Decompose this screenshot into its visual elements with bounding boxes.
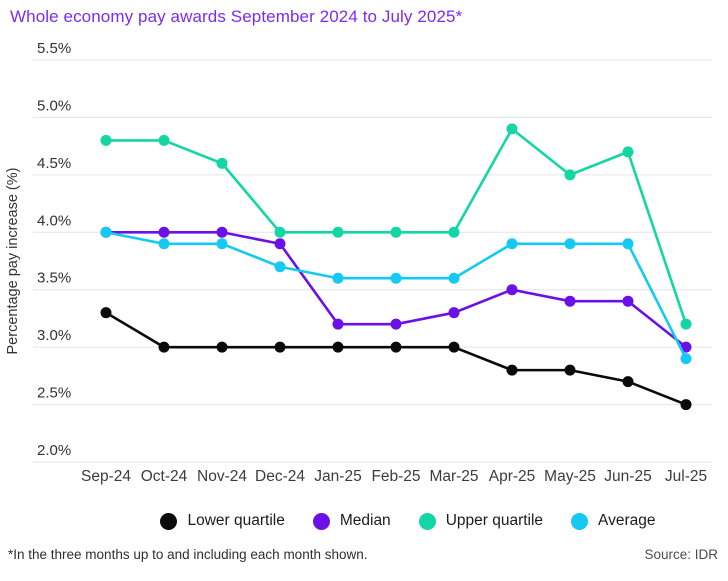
data-point-lower-quartile-7 <box>506 364 518 376</box>
data-point-median-8 <box>564 295 576 307</box>
y-tick-label: 5.0% <box>37 97 71 114</box>
data-point-median-10 <box>680 341 692 353</box>
data-point-upper-quartile-2 <box>216 157 228 169</box>
data-point-upper-quartile-9 <box>622 146 634 158</box>
y-tick-label: 3.0% <box>37 327 71 344</box>
data-point-average-7 <box>506 238 518 250</box>
x-tick-label: Jun-25 <box>604 468 651 485</box>
chart-title: Whole economy pay awards September 2024 … <box>10 7 463 26</box>
y-tick-label: 3.5% <box>37 270 71 287</box>
x-tick-label: Feb-25 <box>371 468 420 485</box>
data-point-upper-quartile-0 <box>100 134 112 146</box>
x-tick-label: May-25 <box>544 468 596 485</box>
legend-item-average: Average <box>571 512 656 530</box>
data-point-upper-quartile-1 <box>158 134 170 146</box>
data-point-average-1 <box>158 238 170 250</box>
data-point-upper-quartile-8 <box>564 169 576 181</box>
legend-dot-upper-quartile <box>418 512 436 530</box>
x-tick-label: Dec-24 <box>255 468 305 485</box>
data-point-average-10 <box>680 353 692 365</box>
legend-item-upper-quartile: Upper quartile <box>418 512 544 530</box>
legend-label-lower-quartile: Lower quartile <box>187 512 285 529</box>
data-point-average-3 <box>274 261 286 273</box>
x-tick-label: Sep-24 <box>81 468 131 485</box>
data-point-average-0 <box>100 226 112 238</box>
series-line-average <box>105 231 688 360</box>
data-point-average-8 <box>564 238 576 250</box>
data-point-lower-quartile-5 <box>390 341 402 353</box>
chart-legend: Lower quartile Median Upper quartile Averag… <box>44 505 728 537</box>
data-point-upper-quartile-10 <box>680 318 692 330</box>
data-point-upper-quartile-7 <box>506 123 518 135</box>
data-point-average-4 <box>332 272 344 284</box>
y-tick-label: 2.0% <box>37 442 71 459</box>
series-line-upper-quartile <box>106 126 688 325</box>
data-point-upper-quartile-3 <box>274 226 286 238</box>
chart-footer: *In the three months up to and including… <box>8 547 718 562</box>
legend-dot-median <box>312 512 330 530</box>
data-point-average-6 <box>448 272 460 284</box>
data-point-upper-quartile-5 <box>390 226 402 238</box>
x-tick-label: Apr-25 <box>489 468 536 485</box>
legend-dot-lower-quartile <box>160 512 178 530</box>
data-point-lower-quartile-9 <box>622 376 634 388</box>
data-point-upper-quartile-6 <box>448 226 460 238</box>
data-point-average-9 <box>622 238 634 250</box>
legend-label-upper-quartile: Upper quartile <box>445 512 544 529</box>
footnote-text: *In the three months up to and including… <box>8 547 368 562</box>
x-tick-label: Mar-25 <box>429 468 478 485</box>
legend-dot-average <box>571 512 589 530</box>
y-axis-title: Percentage pay increase (%) <box>5 168 21 355</box>
x-tick-label: Jan-25 <box>314 468 361 485</box>
data-point-median-5 <box>390 318 402 330</box>
legend-label-average: Average <box>598 512 656 529</box>
line-chart-plot-area: 5.5% 5.0% 4.5% 4.0% 3.5% 3.0% 2.5% 2.0% Sep-24 Oc… <box>5 40 712 485</box>
legend-item-lower-quartile: Lower quartile <box>160 512 285 530</box>
data-point-median-6 <box>448 307 460 319</box>
data-point-median-2 <box>216 226 228 238</box>
data-point-lower-quartile-0 <box>100 307 112 319</box>
data-point-lower-quartile-3 <box>274 341 286 353</box>
y-tick-label: 4.5% <box>37 155 71 172</box>
data-point-lower-quartile-4 <box>332 341 344 353</box>
y-tick-label: 4.0% <box>37 212 71 229</box>
data-point-median-7 <box>506 284 518 296</box>
data-point-median-1 <box>158 226 170 238</box>
x-tick-label: Nov-24 <box>197 468 247 485</box>
data-point-lower-quartile-1 <box>158 341 170 353</box>
data-point-lower-quartile-6 <box>448 341 460 353</box>
legend-item-median: Median <box>312 512 391 530</box>
data-point-average-2 <box>216 238 228 250</box>
y-tick-label: 5.5% <box>37 40 71 57</box>
data-point-lower-quartile-10 <box>680 399 692 411</box>
data-point-average-5 <box>390 272 402 284</box>
x-tick-label: Jul-25 <box>665 468 707 485</box>
data-point-lower-quartile-2 <box>216 341 228 353</box>
source-text: Source: IDR <box>644 547 718 562</box>
data-point-median-4 <box>332 318 344 330</box>
y-tick-label: 2.5% <box>37 385 71 402</box>
legend-label-median: Median <box>339 512 391 529</box>
data-point-upper-quartile-4 <box>332 226 344 238</box>
data-point-median-3 <box>274 238 286 250</box>
data-point-lower-quartile-8 <box>564 364 576 376</box>
data-point-median-9 <box>622 295 634 307</box>
x-tick-label: Oct-24 <box>141 468 188 485</box>
